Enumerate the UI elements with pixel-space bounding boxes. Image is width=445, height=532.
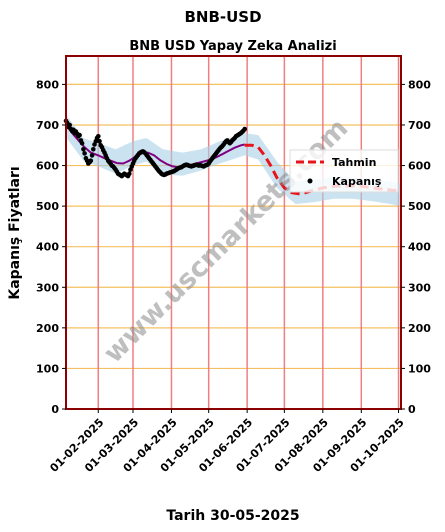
y-axis-right: 0 100 200 300 400 500 600 700 800 [401,78,431,416]
y-axis-left: 0 100 200 300 400 500 600 700 800 [36,78,66,416]
close-point [81,147,86,152]
close-point [89,153,95,158]
frame-rect [65,55,402,410]
y-tick-label: 100 [36,362,59,375]
y-tick-label-right: 400 [408,241,431,254]
y-tick-label: 300 [36,281,59,294]
y-tick-label-right: 500 [408,200,431,213]
y-tick-label: 0 [51,403,59,416]
page-title: BNB-USD [184,8,261,26]
close-points [63,118,247,179]
close-point [79,140,85,146]
legend: Tahmin Kapanış [289,149,399,193]
y-axis-label: Kapanış Fiyatları [7,166,23,299]
moving-average-line [65,124,245,169]
close-point [91,147,96,152]
grid [66,56,401,410]
close-point [77,132,82,138]
y-tick-label-right: 200 [408,322,431,335]
plot-frame [65,55,402,410]
close-point [88,158,94,163]
y-tick-label: 400 [36,241,59,254]
y-tick-label: 700 [36,119,59,132]
close-point [97,138,102,144]
close-point [67,122,72,128]
y-tick-label: 200 [36,322,59,335]
y-tick-label: 800 [36,78,59,91]
chart-title: BNB USD Yapay Zeka Analizi [129,39,336,54]
close-point [82,151,87,156]
plot-background [66,56,401,409]
y-tick-label-right: 600 [408,160,431,173]
legend-close-swatch [307,178,313,184]
x-axis-label: Tarih 30-05-2025 [166,508,299,524]
y-tick-label-right: 100 [408,362,431,375]
y-tick-label: 500 [36,200,59,213]
y-tick-label-right: 0 [408,403,416,416]
plot-area [66,56,401,409]
legend-close-label: Kapanış [332,175,382,188]
y-tick-label-right: 700 [408,119,431,132]
y-tick-label-right: 300 [408,281,431,294]
close-point [242,126,247,132]
close-point [127,171,132,176]
x-axis: 01-02-202501-03-202501-04-202501-05-2025… [47,409,407,475]
legend-forecast-label: Tahmin [332,156,376,169]
close-point [96,134,101,139]
legend-box [289,149,399,193]
y-tick-label: 600 [36,160,59,173]
y-tick-label-right: 800 [408,78,431,91]
